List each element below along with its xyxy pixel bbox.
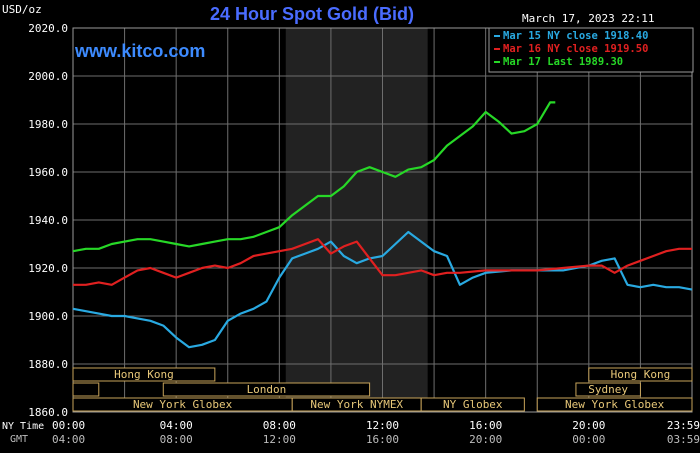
y-tick-label: 2000.0 xyxy=(28,70,68,83)
y-tick-label: 2020.0 xyxy=(28,22,68,35)
x-tick-label-ny: 23:59 xyxy=(667,419,700,432)
y-axis-ticks: 2020.0 2000.0 1980.0 1960.0 1940.0 1920.0 1900… xyxy=(28,22,68,419)
gmt-row-label: GMT xyxy=(10,434,28,445)
plot-frame xyxy=(72,27,693,413)
session-label: Sydney xyxy=(588,383,628,396)
session-bar xyxy=(72,367,216,382)
x-tick-label-gmt: 03:59 xyxy=(667,433,700,446)
series-line xyxy=(73,238,692,286)
x-tick-label-gmt: 04:00 xyxy=(52,433,85,446)
y-tick-label: 1960.0 xyxy=(28,166,68,179)
y-tick-label: 1920.0 xyxy=(28,262,68,275)
x-tick-label-ny: 08:00 xyxy=(263,419,296,432)
series-line xyxy=(72,101,556,253)
session-label: New York Globex xyxy=(133,398,233,411)
series-line xyxy=(72,230,693,349)
date-time: March 17, 2023 22:11 xyxy=(522,12,654,25)
unit-label: USD/oz xyxy=(2,3,42,16)
session-label: Hong Kong xyxy=(114,368,174,381)
watermark: www.kitco.com xyxy=(74,41,205,61)
session-bar xyxy=(575,382,641,397)
y-tick-label: 1900.0 xyxy=(28,310,68,323)
ny-time-row-label: NY Time xyxy=(2,421,44,432)
x-tick-label-ny: 00:00 xyxy=(52,419,85,432)
price-series xyxy=(72,101,693,349)
session-label: New York NYMEX xyxy=(310,398,403,411)
x-tick-label-gmt: 16:00 xyxy=(366,433,399,446)
chart-title: 24 Hour Spot Gold (Bid) xyxy=(210,4,414,24)
x-tick-label-gmt: 00:00 xyxy=(572,433,605,446)
session-label: NY Globex xyxy=(443,398,503,411)
y-tick-label: 1860.0 xyxy=(28,406,68,419)
legend-entry: Mar 17 Last 1989.30 xyxy=(503,56,623,68)
chart-grid xyxy=(73,27,692,413)
y-tick-label: 1980.0 xyxy=(28,118,68,131)
y-tick-label: 1940.0 xyxy=(28,214,68,227)
x-tick-label-gmt: 12:00 xyxy=(263,433,296,446)
x-tick-label-ny: 04:00 xyxy=(160,419,193,432)
session-bar xyxy=(588,367,693,382)
legend-entry: Mar 16 NY close 1919.50 xyxy=(503,43,648,55)
x-tick-label-ny: 12:00 xyxy=(366,419,399,432)
session-bar xyxy=(536,397,693,412)
y-tick-label: 1880.0 xyxy=(28,358,68,371)
session-bar xyxy=(72,382,100,397)
x-tick-label-gmt: 20:00 xyxy=(469,433,502,446)
x-tick-label-ny: 16:00 xyxy=(469,419,502,432)
legend-box xyxy=(488,27,694,73)
session-label: Hong Kong xyxy=(611,368,671,381)
session-label: London xyxy=(247,383,287,396)
session-bar xyxy=(420,397,525,412)
x-axis-ticks: 00:0004:0004:0008:0008:0012:0012:0016:00… xyxy=(52,419,700,446)
legend-entry: Mar 15 NY close 1918.40 xyxy=(503,30,648,42)
x-tick-label-ny: 20:00 xyxy=(572,419,605,432)
x-tick-label-gmt: 08:00 xyxy=(160,433,193,446)
market-sessions: Hong Kong London New York Globex New York N… xyxy=(72,367,693,412)
session-bar xyxy=(162,382,371,397)
session-label: New York Globex xyxy=(565,398,665,411)
